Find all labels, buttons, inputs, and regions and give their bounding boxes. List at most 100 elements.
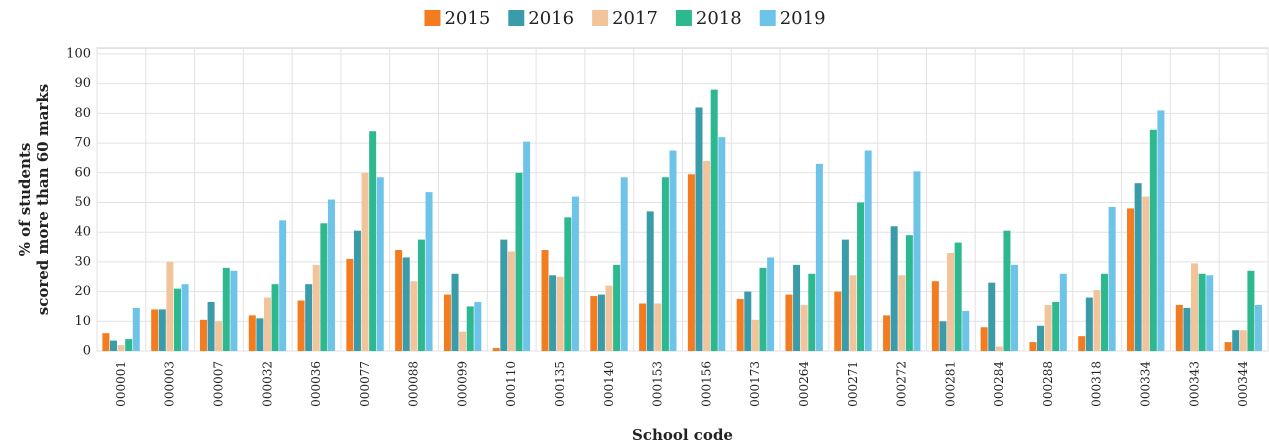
bar	[834, 291, 842, 351]
y-tick-label: 80	[74, 106, 91, 121]
bar	[556, 276, 564, 351]
bar	[425, 192, 433, 351]
bar	[166, 261, 174, 351]
bar	[109, 340, 117, 351]
bar	[395, 250, 403, 351]
bar	[808, 273, 816, 351]
bar	[376, 177, 384, 351]
bar	[279, 220, 287, 351]
x-tick-label: 000110	[504, 361, 518, 407]
x-tick-label: 000271	[846, 361, 860, 407]
bar	[767, 257, 775, 351]
bar	[1198, 273, 1206, 351]
bar	[369, 131, 377, 351]
bar	[151, 309, 159, 351]
bar	[102, 333, 110, 351]
bar	[222, 267, 230, 351]
bar	[939, 321, 947, 351]
bar	[954, 242, 962, 351]
bar	[841, 239, 849, 351]
x-tick-label: 000077	[358, 361, 372, 407]
bar	[492, 348, 500, 351]
bar	[913, 171, 921, 351]
bar	[1011, 264, 1019, 351]
bar	[947, 252, 955, 351]
bar	[605, 285, 613, 351]
bar	[263, 297, 271, 351]
bar	[466, 306, 474, 351]
bar	[346, 258, 354, 351]
x-axis-title: School code	[632, 426, 733, 444]
bar	[793, 264, 801, 351]
legend-swatch	[508, 10, 525, 26]
x-tick-label: 000003	[163, 361, 177, 407]
bar	[703, 160, 711, 351]
bar	[564, 217, 572, 351]
y-tick-label: 100	[66, 47, 91, 62]
bar	[1044, 304, 1052, 351]
bar	[297, 300, 305, 351]
bar	[158, 309, 166, 351]
bar	[173, 288, 181, 351]
bar	[1085, 297, 1093, 351]
x-tick-label: 000007	[211, 361, 225, 407]
bar	[751, 319, 759, 351]
y-axis-title: scored more than 60 marks	[34, 84, 52, 315]
bar	[549, 275, 557, 351]
x-tick-label: 000173	[748, 361, 762, 407]
bar	[1037, 325, 1045, 351]
bar	[353, 230, 361, 351]
bar	[980, 327, 988, 351]
bar	[474, 301, 482, 351]
bar	[417, 239, 425, 351]
bar	[597, 294, 605, 351]
bar	[1149, 129, 1157, 351]
bar	[507, 251, 515, 351]
bar	[1101, 273, 1109, 351]
bar	[988, 282, 996, 351]
bar	[361, 172, 369, 351]
bar	[305, 284, 313, 351]
bar	[1003, 230, 1011, 351]
bar	[620, 177, 628, 351]
y-tick-label: 20	[74, 284, 91, 299]
legend-label: 2019	[780, 8, 826, 29]
x-tick-label: 000343	[1187, 361, 1201, 407]
bar	[515, 172, 523, 351]
bar	[995, 346, 1003, 351]
y-tick-label: 60	[74, 165, 91, 180]
bar	[523, 141, 531, 351]
bar	[1206, 275, 1214, 351]
bar	[312, 264, 320, 351]
legend-swatch	[675, 10, 692, 26]
bar	[571, 196, 579, 351]
x-tick-label: 000281	[943, 361, 957, 407]
bar	[590, 296, 598, 351]
bar	[744, 291, 752, 351]
bar	[736, 299, 744, 351]
bar	[687, 174, 695, 351]
bar	[451, 273, 459, 351]
bar	[1059, 273, 1067, 351]
legend-swatch	[424, 10, 441, 26]
bar	[815, 163, 823, 351]
bar	[230, 270, 238, 351]
bar	[1157, 110, 1165, 352]
x-tick-label: 000001	[114, 361, 128, 407]
bar	[639, 303, 647, 351]
y-tick-label: 40	[74, 225, 91, 240]
legend-swatch	[592, 10, 609, 26]
x-tick-label: 000135	[553, 361, 567, 407]
bar	[1134, 183, 1142, 351]
bar	[931, 281, 939, 351]
y-axis-title: % of students	[16, 143, 34, 257]
bar	[256, 318, 264, 351]
y-tick-label: 30	[74, 254, 91, 269]
bar	[710, 89, 718, 351]
bar	[541, 250, 549, 351]
bar	[898, 275, 906, 351]
x-tick-label: 000140	[602, 361, 616, 407]
x-tick-label: 000264	[797, 361, 811, 407]
bar	[883, 315, 891, 351]
